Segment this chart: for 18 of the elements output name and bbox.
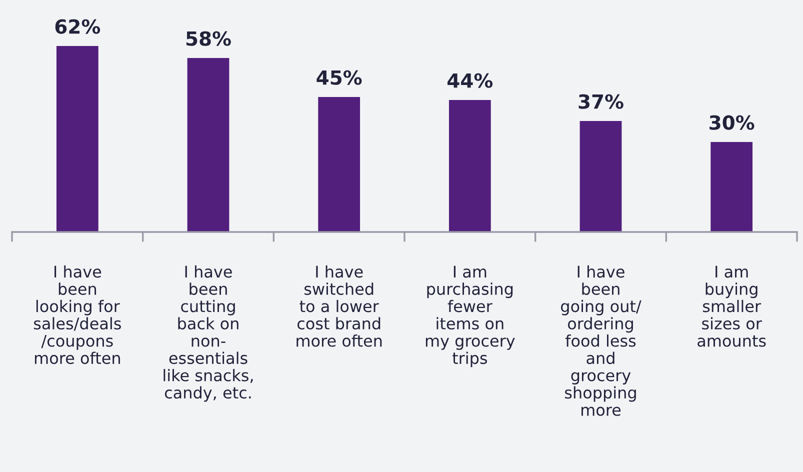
category-label: I have been going out/ ordering food less and grocery shopping more <box>561 265 642 416</box>
x-tick-label: I have been cutting back on non- essentials like snacks, candy, etc. <box>164 265 253 402</box>
x-tick-label: I have switched to a lower cost brand more often <box>296 265 382 347</box>
bar <box>448 100 491 232</box>
data-label: 37% <box>578 94 624 109</box>
bar <box>187 58 230 232</box>
x-tick-label: I am purchasing fewer items on my grocery trips <box>426 266 515 368</box>
bar <box>56 46 98 232</box>
bar <box>580 121 622 232</box>
bar <box>318 97 360 232</box>
bar <box>710 142 753 232</box>
data-label: 44% <box>448 73 493 88</box>
x-tick-label: I have been looking for sales/deals /coupons more often <box>34 265 121 364</box>
data-label: 45% <box>316 70 362 85</box>
data-label: 62% <box>55 19 100 34</box>
data-label: 58% <box>186 31 231 46</box>
data-label: 30% <box>710 115 754 130</box>
x-tick-label: I am buying smaller sizes or amounts <box>698 266 766 347</box>
